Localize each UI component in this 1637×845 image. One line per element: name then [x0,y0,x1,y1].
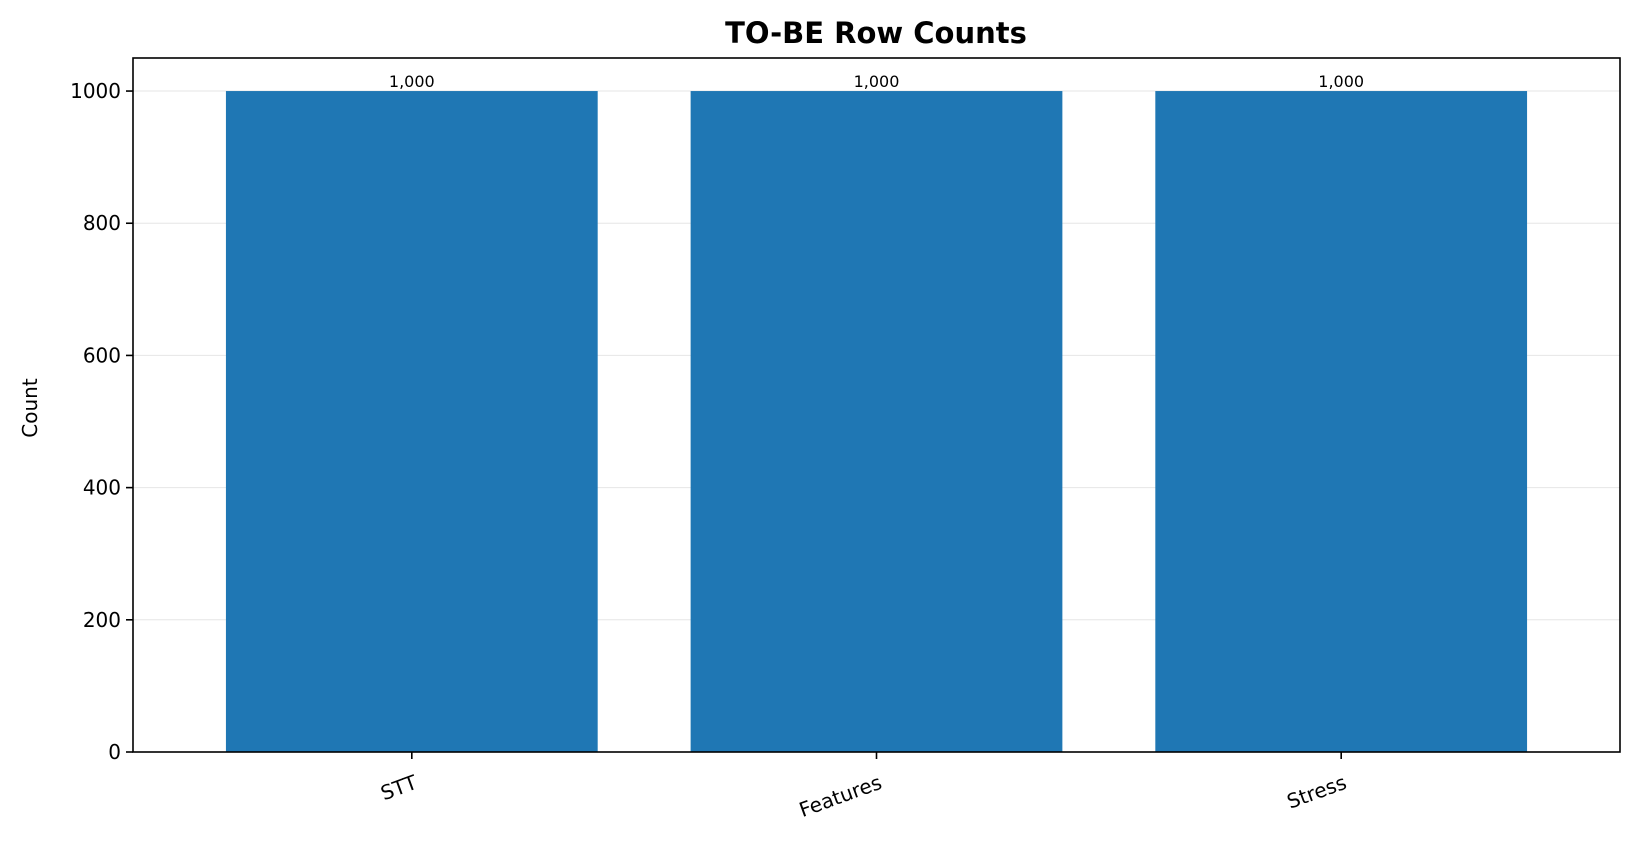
bar-value-label: 1,000 [854,72,900,91]
bar-value-label: 1,000 [389,72,435,91]
y-axis-label: Count [18,378,42,438]
bar-features [690,91,1063,753]
y-tick-label: 600 [83,343,121,367]
y-axis-ticks: 0 200 400 600 800 1000 [70,79,133,764]
y-tick-label: 800 [83,211,121,235]
x-axis-ticks: STT Features Stress [377,752,1350,822]
y-tick-label: 400 [83,476,121,500]
plot-frame [132,57,1621,753]
bar-stress [1155,91,1528,753]
x-tick-label: STT [377,770,421,805]
bar-stt [225,91,598,753]
bars [225,91,1528,753]
x-tick-label: Stress [1284,770,1350,814]
bar-value-labels: 1,000 1,000 1,000 [389,72,1364,91]
chart-title: TO-BE Row Counts [725,16,1027,50]
y-tick-label: 0 [108,740,121,764]
x-tick-label: Features [796,770,885,822]
y-tick-label: 1000 [70,79,121,103]
y-tick-label: 200 [83,608,121,632]
bar-value-label: 1,000 [1318,72,1364,91]
